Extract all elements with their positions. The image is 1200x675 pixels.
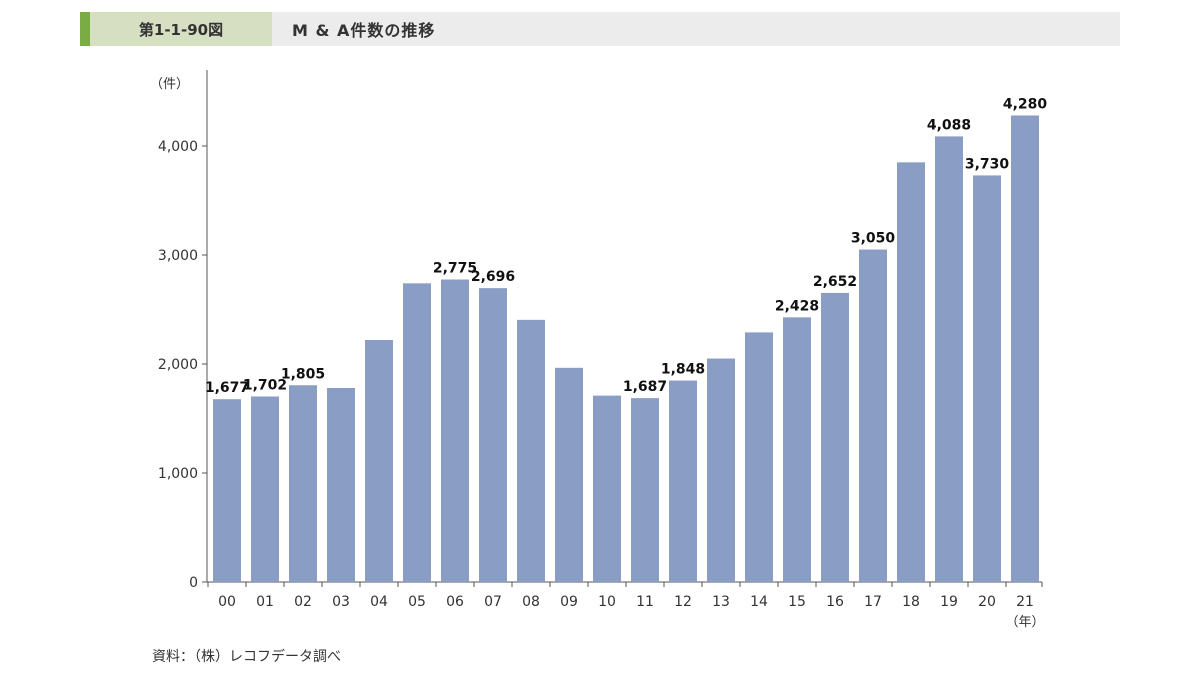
y-tick-label: 0 xyxy=(189,575,198,591)
y-tick-label: 3,000 xyxy=(158,248,198,264)
bar xyxy=(517,319,545,582)
x-tick-label: 06 xyxy=(446,594,464,610)
bar xyxy=(327,387,355,582)
bar xyxy=(213,399,241,582)
x-tick-label: 12 xyxy=(674,594,692,610)
bar xyxy=(897,162,925,582)
x-tick-label: 01 xyxy=(256,594,274,610)
header-accent-bar xyxy=(80,12,90,46)
bar xyxy=(783,317,811,582)
x-tick-label: 02 xyxy=(294,594,312,610)
data-label: 2,652 xyxy=(813,274,857,290)
bar xyxy=(745,332,773,582)
x-tick-label: 11 xyxy=(636,594,654,610)
bar xyxy=(403,283,431,582)
data-label: 1,677 xyxy=(205,380,249,396)
bar xyxy=(821,292,849,582)
x-tick-label: 20 xyxy=(978,594,996,610)
x-tick-label: 03 xyxy=(332,594,350,610)
x-tick-label: 07 xyxy=(484,594,502,610)
bar xyxy=(973,175,1001,582)
data-label: 3,050 xyxy=(851,231,896,247)
bar xyxy=(555,367,583,582)
data-label: 2,696 xyxy=(471,269,515,285)
data-label: 1,848 xyxy=(661,362,705,378)
y-tick-label: 4,000 xyxy=(158,139,198,155)
bar xyxy=(859,249,887,583)
figure-header: 第1-1-90図 M & A件数の推移 xyxy=(80,12,1120,46)
x-tick-label: 19 xyxy=(940,594,958,610)
bar xyxy=(289,385,317,582)
y-tick-label: 1,000 xyxy=(158,466,198,482)
bar xyxy=(1011,115,1039,582)
bar xyxy=(593,395,621,582)
x-tick-label: 21 xyxy=(1016,594,1034,610)
x-tick-label: 05 xyxy=(408,594,426,610)
x-tick-label: 04 xyxy=(370,594,388,610)
data-label: 1,687 xyxy=(623,379,667,395)
data-label: 1,702 xyxy=(243,377,287,393)
x-tick-label: 13 xyxy=(712,594,730,610)
x-tick-label: 00 xyxy=(218,594,236,610)
data-label: 4,088 xyxy=(927,117,971,133)
x-tick-label: 10 xyxy=(598,594,616,610)
x-tick-label: 08 xyxy=(522,594,540,610)
x-tick-label: 18 xyxy=(902,594,920,610)
data-label: 2,775 xyxy=(433,261,477,277)
x-tick-label: 15 xyxy=(788,594,806,610)
bar xyxy=(631,398,659,582)
y-tick-label: 2,000 xyxy=(158,357,198,373)
x-tick-label: 16 xyxy=(826,594,844,610)
x-tick-label: 14 xyxy=(750,594,768,610)
figure-title: M & A件数の推移 xyxy=(292,21,436,40)
bar xyxy=(479,288,507,582)
bar xyxy=(935,136,963,582)
bar xyxy=(441,279,469,582)
data-label: 2,428 xyxy=(775,298,819,314)
x-axis-label: （年） xyxy=(1005,615,1044,630)
data-label: 1,805 xyxy=(281,366,325,382)
data-label: 4,280 xyxy=(1003,96,1048,112)
bar xyxy=(251,396,279,582)
x-tick-label: 17 xyxy=(864,594,882,610)
figure-number: 第1-1-90図 xyxy=(90,12,272,46)
source-note: 資料：（株）レコフデータ調べ xyxy=(152,649,341,665)
x-tick-label: 09 xyxy=(560,594,578,610)
y-axis-label: （件） xyxy=(150,77,189,92)
bar xyxy=(365,340,393,582)
data-label: 3,730 xyxy=(965,156,1010,172)
bar xyxy=(669,380,697,582)
bar xyxy=(707,358,735,582)
